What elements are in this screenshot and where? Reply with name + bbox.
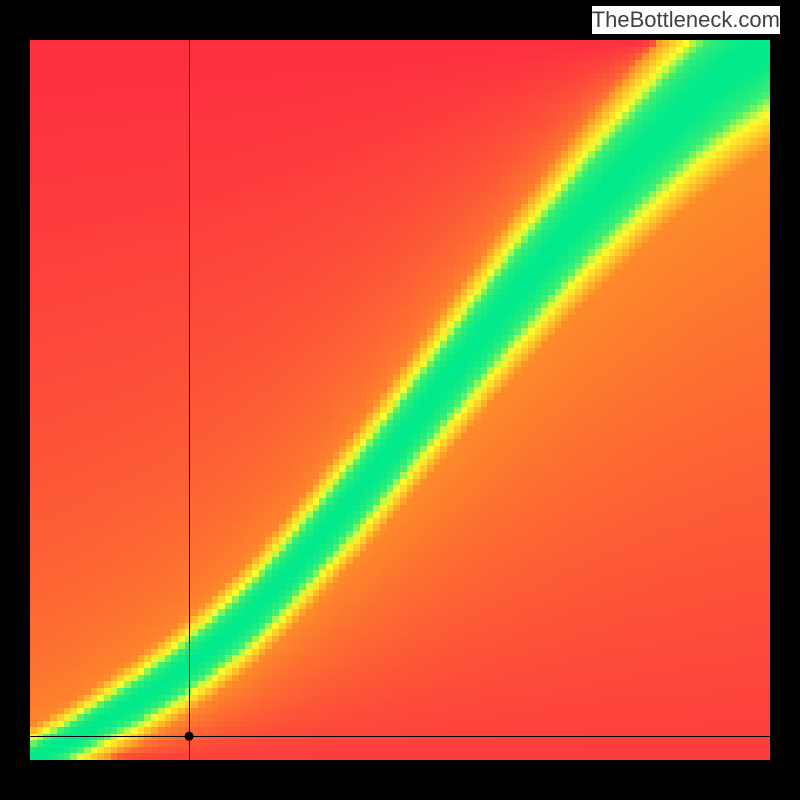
watermark-text: TheBottleneck.com bbox=[592, 6, 780, 34]
heatmap-plot-area bbox=[30, 40, 770, 760]
chart-container: TheBottleneck.com bbox=[0, 0, 800, 800]
bottleneck-heatmap-canvas bbox=[30, 40, 770, 760]
